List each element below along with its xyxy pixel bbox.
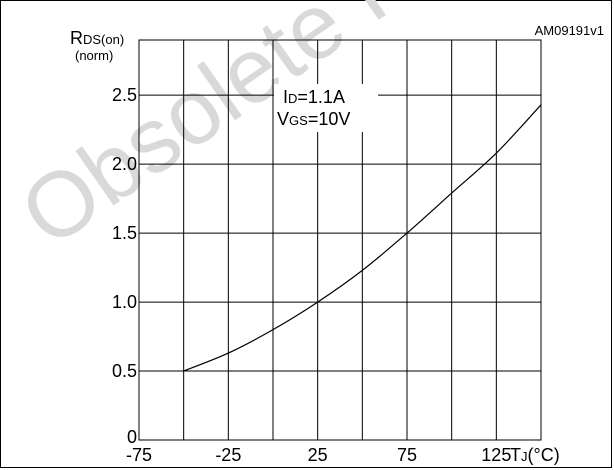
x-tick-label: 25 [308, 445, 328, 465]
x-axis-title-unit: (°C) [528, 445, 560, 465]
x-axis-title-sub: J [521, 449, 528, 464]
y-tick-label: 2.0 [112, 154, 137, 174]
x-tick-label: -25 [215, 445, 241, 465]
series-line [183, 104, 542, 372]
annotation-line-2-rest: =10V [308, 109, 351, 129]
annotation-background [274, 84, 378, 132]
y-tick-label: 0 [127, 427, 137, 447]
annotation-line-2-sub: GS [289, 113, 308, 128]
x-tick-label: -75 [126, 445, 152, 465]
annotation-line-1-rest: =1.1A [297, 87, 345, 107]
plot-area [138, 39, 542, 441]
series-layer [183, 104, 542, 372]
y-tick-label: 2.5 [112, 85, 137, 105]
y-axis-title-sub: DS(on) [83, 32, 124, 47]
annotation-line-1: ID=1.1A [283, 87, 345, 107]
y-tick-label: 0.5 [112, 361, 137, 381]
x-axis-title-main: T [510, 445, 521, 465]
annotation-line-1-sub: D [288, 91, 297, 106]
x-axis-title: TJ(°C) [510, 445, 560, 465]
grid [139, 40, 541, 440]
annotation-line-2-main: V [277, 109, 289, 129]
condition-annotation: ID=1.1A VGS=10V [274, 84, 378, 132]
y-axis-unit: (norm) [75, 48, 113, 63]
tick-labels: 0 0.5 1.0 1.5 2.0 2.5 -75 -25 25 75 125 [112, 85, 511, 465]
annotation-line-1-main: I [283, 87, 288, 107]
x-tick-label: 125 [481, 445, 511, 465]
x-tick-label: 75 [397, 445, 417, 465]
y-axis-title-main: R [70, 28, 83, 48]
y-axis-title: RDS(on) [70, 28, 124, 48]
figure-code: AM09191v1 [535, 23, 604, 38]
y-tick-label: 1.0 [112, 292, 137, 312]
annotation-line-2: VGS=10V [277, 109, 350, 129]
y-tick-label: 1.5 [112, 223, 137, 243]
